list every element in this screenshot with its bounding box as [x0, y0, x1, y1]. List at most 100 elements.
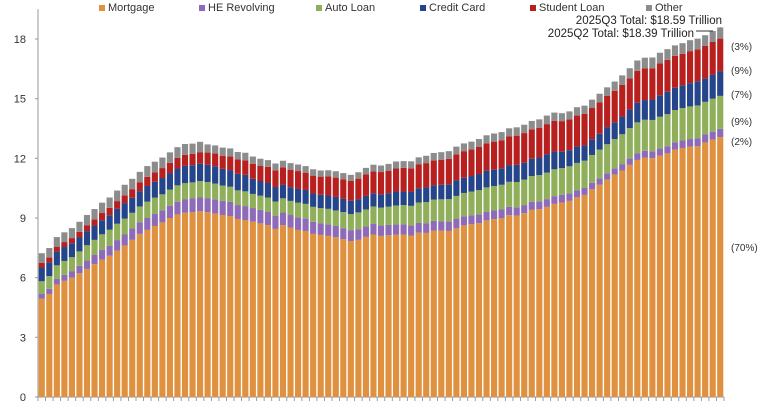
bar-segment-student-loan: [679, 53, 686, 86]
bar-segment-other: [242, 152, 249, 161]
bar-segment-student-loan: [121, 195, 128, 204]
bar-segment-he-revolving: [144, 218, 151, 230]
bar-segment-he-revolving: [491, 210, 498, 220]
bar-segment-other: [596, 93, 603, 103]
legend: Mortgage HE Revolving Auto Loan Credit C…: [0, 2, 768, 16]
bar-segment-mortgage: [227, 216, 234, 397]
bar-segment-credit-card: [679, 85, 686, 109]
bar-segment-credit-card: [589, 139, 596, 155]
bar-segment-he-revolving: [114, 240, 121, 251]
bar-segment-he-revolving: [197, 197, 204, 212]
bar-segment-other: [68, 228, 75, 239]
bar-segment-he-revolving: [129, 228, 136, 240]
bar-segment-he-revolving: [687, 139, 694, 147]
bar-segment-other: [347, 174, 354, 182]
bar-segment-credit-card: [106, 215, 113, 230]
bar-segment-other: [656, 52, 663, 64]
bar-segment-other: [99, 202, 106, 214]
bar-segment-mortgage: [460, 225, 467, 397]
bar-segment-credit-card: [114, 208, 121, 224]
bar-segment-auto-loan: [76, 251, 83, 266]
bar-segment-mortgage: [709, 139, 716, 398]
bar-segment-credit-card: [347, 200, 354, 215]
share-label-he-revolving: (2%): [731, 137, 753, 148]
bar-segment-he-revolving: [136, 222, 143, 234]
bar-segment-credit-card: [83, 231, 91, 246]
bar-segment-credit-card: [227, 170, 234, 187]
bar-segment-student-loan: [189, 153, 196, 166]
bar-segment-student-loan: [310, 175, 317, 194]
bar-segment-auto-loan: [174, 185, 181, 202]
bar-segment-credit-card: [219, 168, 226, 186]
bar-segment-auto-loan: [279, 198, 287, 213]
bar-segment-other: [46, 248, 53, 258]
bar-segment-other: [453, 146, 460, 155]
bar-segment-other: [506, 128, 513, 137]
bar-segment-auto-loan: [400, 205, 407, 225]
bar-segment-other: [498, 132, 505, 141]
bar-segment-credit-card: [38, 267, 45, 282]
bar-segment-auto-loan: [679, 108, 686, 141]
bar-segment-he-revolving: [347, 230, 354, 242]
bar-segment-credit-card: [528, 158, 535, 177]
bar-segment-mortgage: [53, 284, 60, 397]
bar-segment-he-revolving: [694, 138, 701, 147]
bar-segment-mortgage: [129, 239, 136, 397]
bar-segment-auto-loan: [611, 139, 618, 169]
bar-segment-other: [528, 120, 535, 130]
bar-segment-student-loan: [573, 115, 581, 147]
bar-segment-mortgage: [61, 280, 68, 397]
bar-segment-other: [604, 87, 611, 96]
bar-segment-other: [393, 161, 400, 169]
bar-segment-he-revolving: [106, 245, 113, 256]
bar-segment-he-revolving: [423, 223, 430, 233]
bar-segment-auto-loan: [219, 185, 226, 201]
bar-segment-student-loan: [99, 213, 106, 221]
bar-segment-student-loan: [204, 152, 211, 165]
bar-segment-he-revolving: [717, 128, 724, 138]
bar-segment-auto-loan: [483, 187, 490, 212]
bar-segment-auto-loan: [332, 210, 339, 226]
bar-segment-mortgage: [634, 159, 641, 397]
bar-segment-he-revolving: [91, 254, 98, 265]
bar-segment-auto-loan: [521, 179, 528, 206]
bar-segment-other: [400, 161, 407, 168]
bar-segment-other: [106, 197, 113, 208]
bar-segment-student-loan: [340, 179, 347, 199]
bar-segment-credit-card: [362, 195, 369, 210]
bar-segment-student-loan: [166, 162, 173, 174]
bar-segment-other: [543, 115, 550, 125]
bar-segment-other: [423, 155, 430, 164]
bar-segment-mortgage: [408, 235, 415, 397]
bar-segment-student-loan: [279, 167, 287, 185]
bar-segment-credit-card: [310, 193, 317, 207]
bar-segment-mortgage: [694, 146, 701, 397]
bar-segment-other: [181, 144, 189, 155]
bar-segment-mortgage: [272, 228, 279, 397]
bar-segment-auto-loan: [423, 202, 430, 224]
bar-segment-other: [114, 190, 121, 202]
bar-segment-student-loan: [475, 146, 483, 175]
bar-segment-credit-card: [415, 188, 422, 203]
bar-segment-auto-loan: [83, 245, 91, 261]
bar-segment-mortgage: [475, 223, 483, 397]
bar-segment-student-loan: [212, 153, 219, 167]
bar-segment-student-loan: [498, 140, 505, 169]
bar-segment-auto-loan: [295, 202, 302, 218]
bar-segment-he-revolving: [38, 293, 45, 299]
bar-segment-he-revolving: [709, 131, 716, 140]
legend-item-other: Other: [646, 2, 683, 14]
bar-segment-other: [76, 221, 83, 232]
bar-segment-mortgage: [144, 229, 151, 397]
bar-segment-he-revolving: [53, 278, 60, 285]
bar-segment-other: [536, 119, 543, 128]
bar-segment-credit-card: [340, 198, 347, 213]
bar-segment-other: [589, 99, 596, 109]
bar-segment-auto-loan: [317, 208, 324, 224]
bar-segment-auto-loan: [604, 144, 611, 174]
annotation-2025q2-total: 2025Q2 Total: $18.39 Trillion: [547, 28, 694, 40]
bar-segment-he-revolving: [581, 187, 588, 195]
bar-segment-credit-card: [626, 109, 633, 129]
bar-segment-credit-card: [61, 247, 68, 261]
bar-segment-auto-loan: [68, 257, 75, 272]
